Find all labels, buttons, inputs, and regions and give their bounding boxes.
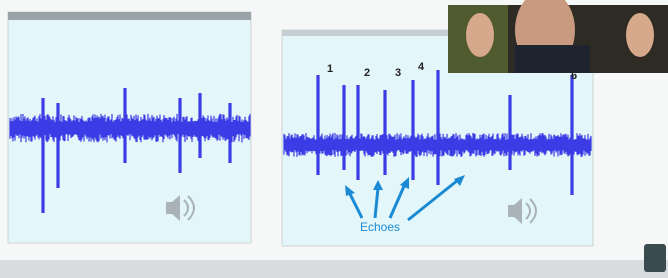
bottom-bar xyxy=(0,260,668,278)
slide: Echoes 1 2 3 4 6 xyxy=(0,0,668,278)
left-panel-titlebar xyxy=(8,12,251,20)
echo-marker: 4 xyxy=(418,61,425,73)
echo-marker: 3 xyxy=(395,67,401,79)
echoes-label: Echoes xyxy=(360,220,400,234)
webcam-overlay xyxy=(448,0,668,73)
corner-icon[interactable] xyxy=(644,244,666,272)
echo-marker: 2 xyxy=(364,67,370,79)
echo-marker: 1 xyxy=(327,63,333,75)
page: Echoes 1 2 3 4 6 (() => { const data = J… xyxy=(0,0,668,278)
